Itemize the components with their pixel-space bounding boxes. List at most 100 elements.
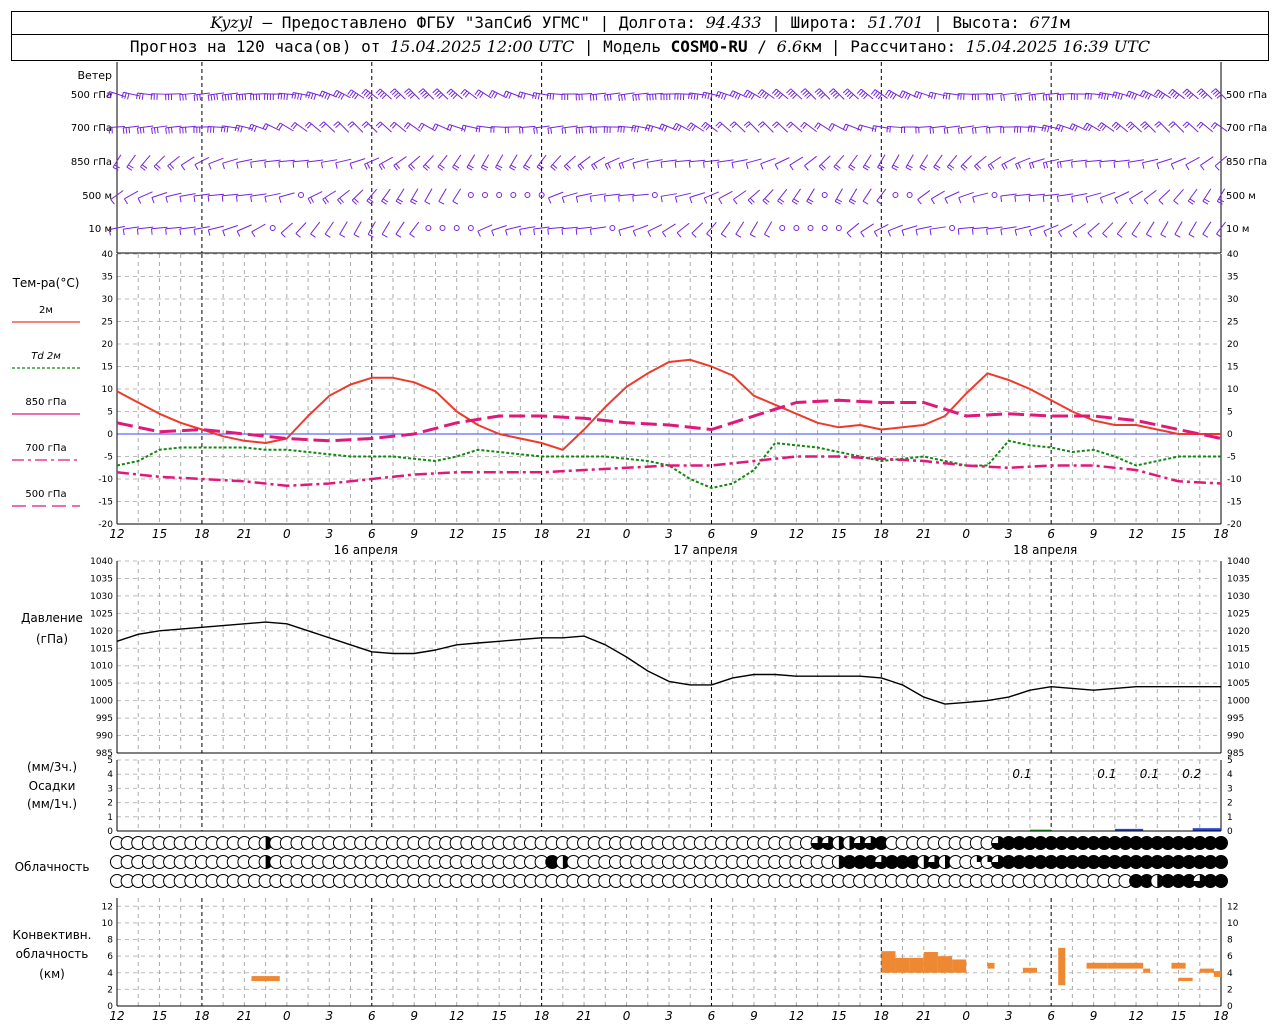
wind-barb-feather (138, 93, 141, 100)
wind-barb-feather (717, 162, 720, 169)
pressure-ytick-left: 1035 (90, 574, 113, 584)
wind-barb-shaft (929, 125, 946, 129)
wind-barb-feather (1216, 233, 1222, 238)
temp-ytick-right: 20 (1227, 340, 1239, 350)
wind-barb-shaft (505, 225, 522, 231)
wind-barb-shaft (960, 155, 972, 167)
wind-barb-icon (221, 193, 239, 202)
cloud-fill-full (1023, 855, 1037, 869)
cloud-fill-full (1172, 855, 1186, 869)
temp-ytick-left: 25 (102, 318, 113, 328)
wind-barb-feather (324, 197, 329, 203)
wind-barb-shaft (1158, 189, 1171, 201)
wind-barb-shaft (491, 225, 507, 231)
wind-barb-icon (957, 93, 975, 100)
wind-barb-shaft (689, 159, 706, 163)
wind-barb-shaft (1028, 193, 1046, 197)
wind-barb-feather (774, 90, 779, 96)
wind-barb-icon (403, 122, 421, 132)
wind-barb-shaft (193, 92, 210, 96)
precip-ytick-right: 4 (1227, 770, 1233, 780)
wind-barb-feather (1071, 124, 1076, 131)
wind-barb-shaft (292, 159, 310, 163)
wind-barb-feather (1103, 93, 1107, 100)
wind-barb-feather (123, 198, 128, 205)
wind-barb-feather (335, 123, 341, 128)
cloud-fill-full (1150, 836, 1164, 850)
wind-barb-feather (353, 198, 359, 203)
wind-barb-icon (901, 126, 918, 133)
cloud-cover-icon (1139, 874, 1154, 888)
wind-barb-feather (706, 233, 712, 238)
temp-xtick-label: 15 (1171, 527, 1186, 541)
wind-barb-icon (871, 125, 890, 133)
wind-barb-feather (1143, 125, 1150, 130)
wind-barb-feather (477, 230, 481, 237)
wind-barb-feather (536, 127, 538, 134)
wind-barb-feather (892, 164, 899, 169)
conv-ytick-right: 8 (1227, 936, 1233, 946)
calm-wind-icon (835, 225, 842, 231)
wind-barb-feather (591, 164, 596, 171)
pressure-ytick-left: 1010 (90, 662, 113, 672)
wind-barb-icon (1127, 159, 1145, 169)
wind-barb-feather (524, 164, 531, 169)
wind-barb-shaft (662, 223, 676, 233)
wind-barb-icon (395, 188, 405, 205)
wind-barb-feather (889, 92, 895, 99)
wind-barb-feather (547, 228, 549, 235)
wind-barb-icon (745, 158, 762, 169)
wind-barb-feather (846, 232, 852, 238)
wind-barb-feather (354, 94, 359, 100)
conv-ytick-right: 4 (1227, 969, 1233, 979)
wind-barb-feather (264, 124, 269, 131)
wind-barb-icon (986, 125, 1003, 134)
cloud-fill-full (1203, 855, 1217, 869)
wind-barb-feather (793, 198, 800, 203)
wind-barb-shaft (395, 221, 405, 235)
wind-barb-feather (207, 195, 210, 202)
wind-level-label-right: 10 м (1226, 224, 1249, 235)
wind-barb-icon (194, 157, 210, 171)
wind-barb-feather (814, 122, 819, 129)
cloud-cover-icon (1044, 855, 1059, 869)
temp-xtick-label: 21 (237, 527, 252, 541)
wind-barb-shaft (250, 193, 267, 197)
wind-barb-feather (654, 93, 657, 100)
wind-barb-icon (646, 92, 663, 101)
wind-barb-icon (1139, 89, 1158, 100)
wind-barb-shaft (791, 188, 801, 202)
pressure-ytick-left: 1015 (90, 644, 113, 654)
wind-barb-feather (945, 93, 948, 100)
wind-barb-feather (108, 229, 112, 236)
wind-barb-icon (179, 226, 196, 235)
wind-barb-feather (1033, 126, 1036, 133)
wind-barb-shaft (972, 226, 989, 230)
cloud-fill-part (991, 855, 1005, 869)
wind-barb-feather (592, 94, 595, 101)
wind-barb-shaft (222, 92, 239, 96)
wind-barb-icon (1145, 221, 1155, 238)
pressure-ytick-left: 1030 (90, 592, 113, 602)
wind-barb-shaft (972, 125, 989, 129)
wind-barb-feather (1055, 124, 1059, 131)
wind-barb-feather (1146, 233, 1152, 238)
cloud-cover-icon (1214, 836, 1228, 850)
wind-barb-icon (123, 190, 139, 205)
wind-barb-icon (276, 122, 294, 132)
wind-barb-shaft (522, 154, 532, 168)
wind-barb-shaft (339, 221, 348, 235)
wind-barb-feather (618, 163, 622, 170)
wind-barb-feather (860, 231, 865, 238)
wind-barb-feather (690, 93, 693, 100)
wind-barb-feather (589, 229, 592, 236)
cloud-fill-part (864, 836, 878, 850)
wind-barb-feather (919, 166, 926, 171)
conv-xtick-label: 15 (152, 1009, 167, 1023)
wind-barb-icon (757, 89, 775, 100)
cloud-cover-icon (1033, 855, 1048, 869)
wind-barb-feather (877, 166, 884, 171)
wind-barb-feather (750, 94, 755, 100)
wind-barb-feather (904, 92, 909, 99)
wind-barb-feather (646, 94, 648, 101)
